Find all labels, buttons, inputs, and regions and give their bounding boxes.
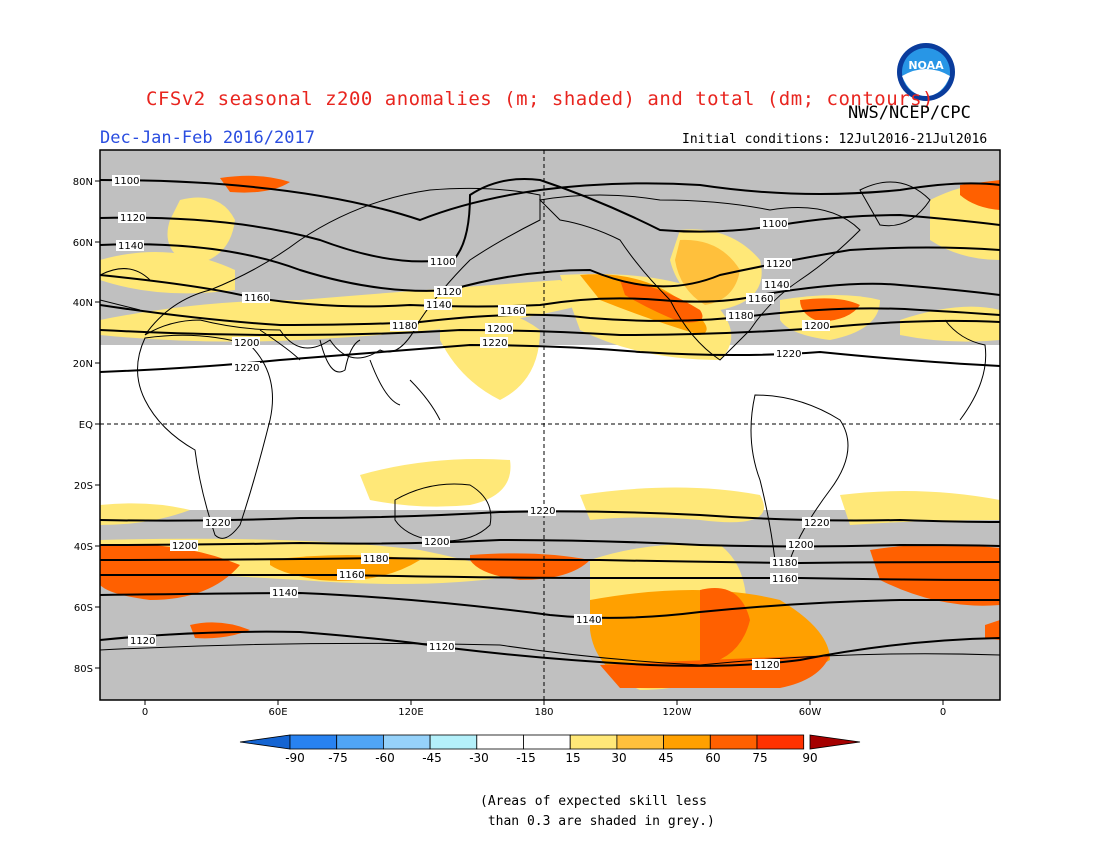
contour-label-1160-c: 1160	[748, 294, 773, 305]
colorbar-segment	[616, 734, 665, 750]
contour-label-1100-b: 1100	[430, 257, 455, 268]
lat-label-20n: 20N	[73, 359, 93, 370]
colorbar-tick: -30	[469, 751, 489, 765]
contour-label-1180-s2: 1180	[772, 558, 797, 569]
contour-label-1200-s: 1200	[172, 541, 197, 552]
lat-label-40n: 40N	[73, 298, 93, 309]
contour-label-1160-s2: 1160	[772, 574, 797, 585]
contour-label-1120-c: 1120	[766, 259, 791, 270]
skill-footnote: (Areas of expected skill less than 0.3 a…	[480, 794, 715, 829]
colorbar-tick: 30	[611, 751, 626, 765]
colorbar-segment	[523, 734, 571, 750]
colorbar-segment	[476, 734, 524, 750]
colorbar-segment	[289, 734, 338, 750]
lon-label-120e: 120E	[398, 707, 423, 718]
colorbar-arrow-right	[809, 734, 861, 750]
contour-label-1220-s2: 1220	[530, 506, 555, 517]
colorbar-tick: -15	[516, 751, 536, 765]
season-label: Dec-Jan-Feb 2016/2017	[100, 128, 315, 148]
lon-label-180: 180	[534, 707, 553, 718]
colorbar-tick: -45	[422, 751, 442, 765]
contour-label-1200: 1200	[234, 338, 259, 349]
contour-label-1120-s2: 1120	[429, 642, 454, 653]
anomaly-shading: 1100 1100 1100 1120 1120 1120 1140 1140 …	[100, 150, 1000, 700]
contour-label-1140-s: 1140	[272, 588, 297, 599]
lat-label-60s: 60S	[74, 603, 93, 614]
initial-conditions-label: Initial conditions: 12Jul2016-21Jul2016	[682, 132, 988, 147]
logo: NOAA	[896, 42, 956, 102]
contour-label-1180-b: 1180	[728, 311, 753, 322]
contour-label-1200-s2: 1200	[424, 537, 449, 548]
contour-label-1220-s3: 1220	[804, 518, 829, 529]
contour-label-1180-s: 1180	[363, 554, 388, 565]
lat-label-40s: 40S	[74, 542, 93, 553]
contour-label-1140-c: 1140	[764, 280, 789, 291]
logo-text: NOAA	[908, 59, 944, 72]
colorbar-segment	[709, 734, 758, 750]
colorbar-tick: -60	[375, 751, 395, 765]
lon-label-60e: 60E	[268, 707, 287, 718]
contour-label-1220-c: 1220	[776, 349, 801, 360]
contour-label-group: 1100 1100 1100 1120 1120 1120 1140 1140 …	[112, 175, 830, 671]
lon-label-0: 0	[142, 707, 148, 718]
agency-label: NWS/NCEP/CPC	[848, 103, 971, 123]
lat-label-eq: EQ	[79, 420, 93, 431]
contour-label-1200-b: 1200	[487, 324, 512, 335]
latitude-axis: 80N 60N 40N 20N EQ 20S 40S 60S 80S	[73, 177, 100, 675]
contour-label-1120-b: 1120	[436, 287, 461, 298]
colorbar-segment	[429, 734, 478, 750]
contour-label-1140-s2: 1140	[576, 615, 601, 626]
colorbar-segment	[756, 734, 805, 750]
contour-label-1140-b: 1140	[426, 300, 451, 311]
map-frame	[99, 149, 1001, 701]
colorbar-tick: 90	[802, 751, 817, 765]
contour-label-1160: 1160	[244, 293, 269, 304]
lat-label-20s: 20S	[74, 481, 93, 492]
contour-label-1220: 1220	[234, 363, 259, 374]
contour-label-1180: 1180	[392, 321, 417, 332]
contour-label-1160-s: 1160	[339, 570, 364, 581]
colorbar-tick: -75	[328, 751, 348, 765]
lat-label-80n: 80N	[73, 177, 93, 188]
contour-label-1220-b: 1220	[482, 338, 507, 349]
colorbar-tick: 45	[658, 751, 673, 765]
contour-label-1100-c: 1100	[762, 219, 787, 230]
chart-title: CFSv2 seasonal z200 anomalies (m; shaded…	[146, 88, 934, 110]
lon-label-60w: 60W	[799, 707, 822, 718]
colorbar-tick: -90	[285, 751, 305, 765]
contour-label-1120: 1120	[120, 213, 145, 224]
contour-label-1100: 1100	[114, 176, 139, 187]
colorbar-tick: 75	[752, 751, 767, 765]
contour-label-1200-s3: 1200	[788, 540, 813, 551]
contour-label-1120-s: 1120	[130, 636, 155, 647]
contour-label-1120-s3: 1120	[754, 660, 779, 671]
colorbar: -90 -75 -60 -45 -30 -15 15 30 45 60 75 9…	[239, 734, 861, 765]
colorbar-arrow-left	[239, 734, 291, 750]
colorbar-segment	[336, 734, 384, 750]
lat-label-80s: 80S	[74, 664, 93, 675]
longitude-axis: 0 60E 120E 180 120W 60W 0	[142, 700, 946, 718]
lon-label-0-right: 0	[940, 707, 946, 718]
colorbar-segment	[569, 734, 618, 750]
contour-label-1200-c: 1200	[804, 321, 829, 332]
contour-label-1160-b: 1160	[500, 306, 525, 317]
colorbar-segment	[663, 734, 711, 750]
contour-label-1220-s: 1220	[205, 518, 230, 529]
lon-label-120w: 120W	[663, 707, 692, 718]
colorbar-segment	[382, 734, 431, 750]
contour-label-1140: 1140	[118, 241, 143, 252]
colorbar-tick: 60	[705, 751, 720, 765]
lat-label-60n: 60N	[73, 238, 93, 249]
colorbar-tick: 15	[565, 751, 580, 765]
